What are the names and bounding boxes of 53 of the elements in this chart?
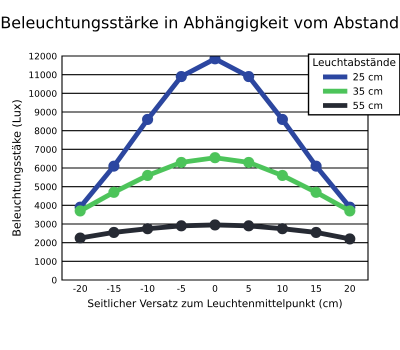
point	[176, 156, 187, 168]
y-tick-label: 9000	[34, 108, 57, 116]
point	[142, 114, 154, 126]
y-tick-label: 8000	[34, 127, 57, 134]
point	[176, 220, 187, 232]
x-tick-label: -10	[140, 285, 154, 292]
chart-title: Beleuchtungsstärke in Abhängigkeit vom Abstand	[2, 16, 398, 32]
point	[344, 205, 356, 216]
y-tick-label: 0	[52, 276, 57, 284]
point	[243, 220, 254, 232]
x-axis-title: Seitlicher Versatz zum Leuchtenmittelpunkt (cm)	[88, 299, 342, 310]
point	[142, 223, 154, 234]
point	[276, 170, 288, 182]
x-tick-label: 15	[311, 285, 322, 292]
point	[209, 219, 221, 230]
point	[310, 226, 322, 238]
x-tick-label: 20	[344, 285, 355, 292]
x-tick-label: -5	[177, 285, 186, 292]
point	[74, 232, 86, 244]
x-tick-label: 10	[278, 285, 288, 292]
y-tick-label: 2000	[34, 239, 57, 246]
legend-label: 35 cm	[353, 87, 382, 95]
point	[344, 233, 356, 244]
legend-label: 55 cm	[353, 102, 382, 110]
point	[74, 205, 86, 216]
point	[276, 223, 288, 234]
point	[310, 160, 322, 172]
x-tick-label: -20	[73, 285, 87, 292]
point	[142, 170, 154, 182]
point	[176, 70, 187, 82]
y-axis-title: Beleuchtungsstäke (Lux)	[12, 100, 23, 236]
point	[243, 156, 254, 168]
y-tick-label: 7000	[34, 146, 57, 153]
x-tick-label: 5	[246, 285, 251, 292]
point	[243, 70, 254, 82]
legend-title: Leuchtabstände	[313, 58, 396, 66]
legend-label: 25 cm	[353, 73, 382, 80]
y-tick-label: 11000	[29, 71, 57, 78]
point	[108, 186, 120, 198]
y-tick-label: 12000	[29, 52, 57, 60]
y-tick-label: 5000	[34, 183, 57, 190]
x-tick-label: -15	[106, 285, 120, 292]
y-tick-label: 10000	[29, 90, 57, 97]
y-tick-label: 3000	[34, 220, 57, 228]
point	[209, 152, 221, 164]
point	[108, 160, 120, 172]
y-tick-label: 1000	[35, 258, 57, 265]
point	[276, 114, 288, 126]
y-tick-label: 6000	[34, 164, 57, 172]
point	[108, 226, 120, 238]
point	[310, 186, 322, 198]
x-tick-label: 0	[212, 285, 218, 292]
y-tick-label: 4000	[34, 202, 57, 209]
